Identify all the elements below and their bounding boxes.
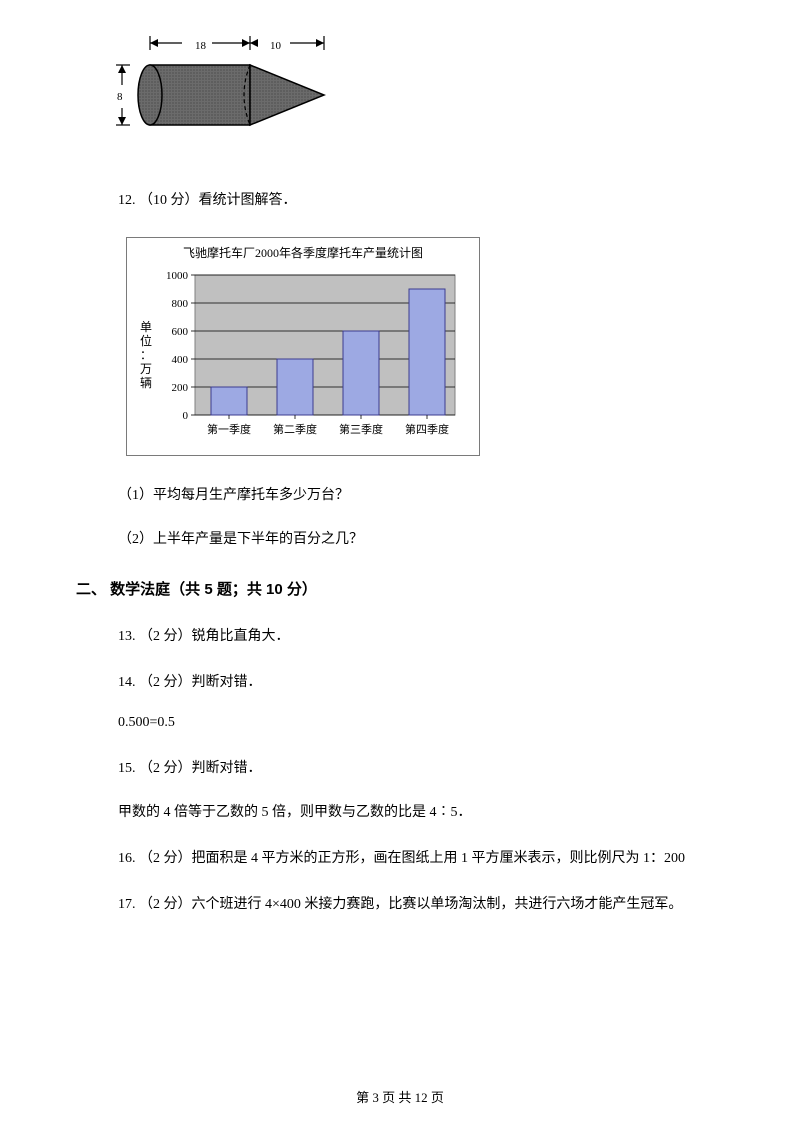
q13: 13. （2 分）锐角比直角大． [118,625,710,645]
q12-pts: （10 分） [139,193,199,208]
svg-text:第三季度: 第三季度 [339,422,383,436]
dim-18: 18 [195,40,207,52]
xticks: 第一季度 第二季度 第三季度 第四季度 [207,422,449,436]
svg-text:200: 200 [172,382,189,394]
yticks: 0 200 400 600 800 1000 [166,270,189,422]
q13-num: 13. [118,629,136,644]
q14-num: 14. [118,675,136,690]
q13-text: 锐角比直角大． [192,629,290,644]
svg-text:1000: 1000 [166,270,189,282]
dim-10: 10 [270,40,282,52]
chart-ylabel: 单位：万辆 [137,320,155,390]
q16: 16. （2 分）把面积是 4 平方米的正方形，画在图纸上用 1 平方厘米表示，… [118,847,710,867]
q14: 14. （2 分）判断对错． [118,671,710,691]
page: 18 10 8 [0,0,800,1132]
q12-num: 12. [118,193,136,208]
svg-text:第四季度: 第四季度 [405,422,449,436]
q16-text: 把面积是 4 平方米的正方形，画在图纸上用 1 平方厘米表示，则比例尺为 1：2… [192,851,686,866]
q17-text: 六个班进行 4×400 米接力赛跑，比赛以单场淘汰制，共进行六场才能产生冠军。 [192,897,683,912]
page-footer: 第 3 页 共 12 页 [0,1087,800,1106]
q12-sub1: （1）平均每月生产摩托车多少万台？ [118,484,710,504]
q14-text: 判断对错． [192,675,262,690]
q16-num: 16. [118,851,136,866]
q16-pts: （2 分） [139,851,192,866]
q14-pts: （2 分） [139,675,192,690]
figure-cylinder-cone: 18 10 8 [100,30,710,161]
q15-text: 判断对错． [192,761,262,776]
q17-num: 17. [118,897,136,912]
q17: 17. （2 分）六个班进行 4×400 米接力赛跑，比赛以单场淘汰制，共进行六… [118,893,710,913]
q12-sub2: （2）上半年产量是下半年的百分之几？ [118,528,710,548]
chart-svg: 0 200 400 600 800 1000 [155,265,465,445]
chart-title: 飞驰摩托车厂2000年各季度摩托车产量统计图 [137,244,469,261]
svg-text:0: 0 [183,410,189,422]
chart-container: 飞驰摩托车厂2000年各季度摩托车产量统计图 单位：万辆 [126,237,480,456]
svg-text:800: 800 [172,298,189,310]
svg-text:400: 400 [172,354,189,366]
q14-body: 0.500=0.5 [118,715,710,731]
q13-pts: （2 分） [139,629,192,644]
q17-pts: （2 分） [139,897,192,912]
q12-text: 看统计图解答． [199,193,297,208]
svg-text:第二季度: 第二季度 [273,422,317,436]
q15-pts: （2 分） [139,761,192,776]
dim-8: 8 [117,91,123,103]
svg-text:600: 600 [172,326,189,338]
figure1-svg: 18 10 8 [100,30,340,156]
q15-body: 甲数的 4 倍等于乙数的 5 倍，则甲数与乙数的比是 4∶5． [118,801,710,821]
q15: 15. （2 分）判断对错． [118,757,710,777]
q15-num: 15. [118,761,136,776]
q12-prompt: 12. （10 分）看统计图解答． [118,189,710,209]
svg-text:第一季度: 第一季度 [207,422,251,436]
section2-heading: 二、 数学法庭（共 5 题；共 10 分） [76,578,710,599]
